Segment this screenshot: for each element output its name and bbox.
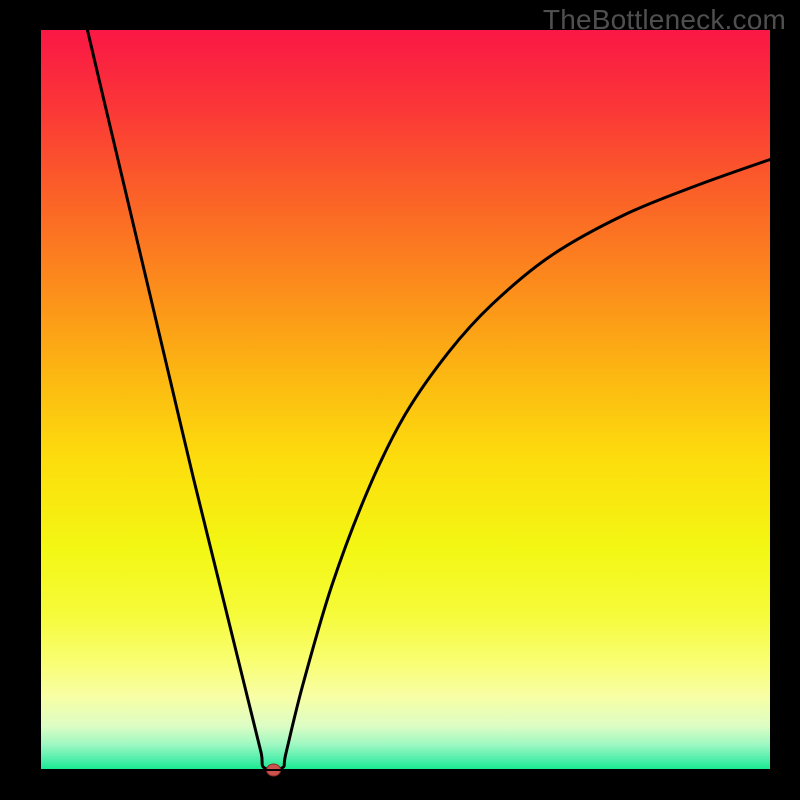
plot-svg bbox=[0, 0, 800, 800]
watermark-text: TheBottleneck.com bbox=[543, 4, 786, 36]
plot-background bbox=[40, 30, 770, 770]
chart-container: TheBottleneck.com bbox=[0, 0, 800, 800]
